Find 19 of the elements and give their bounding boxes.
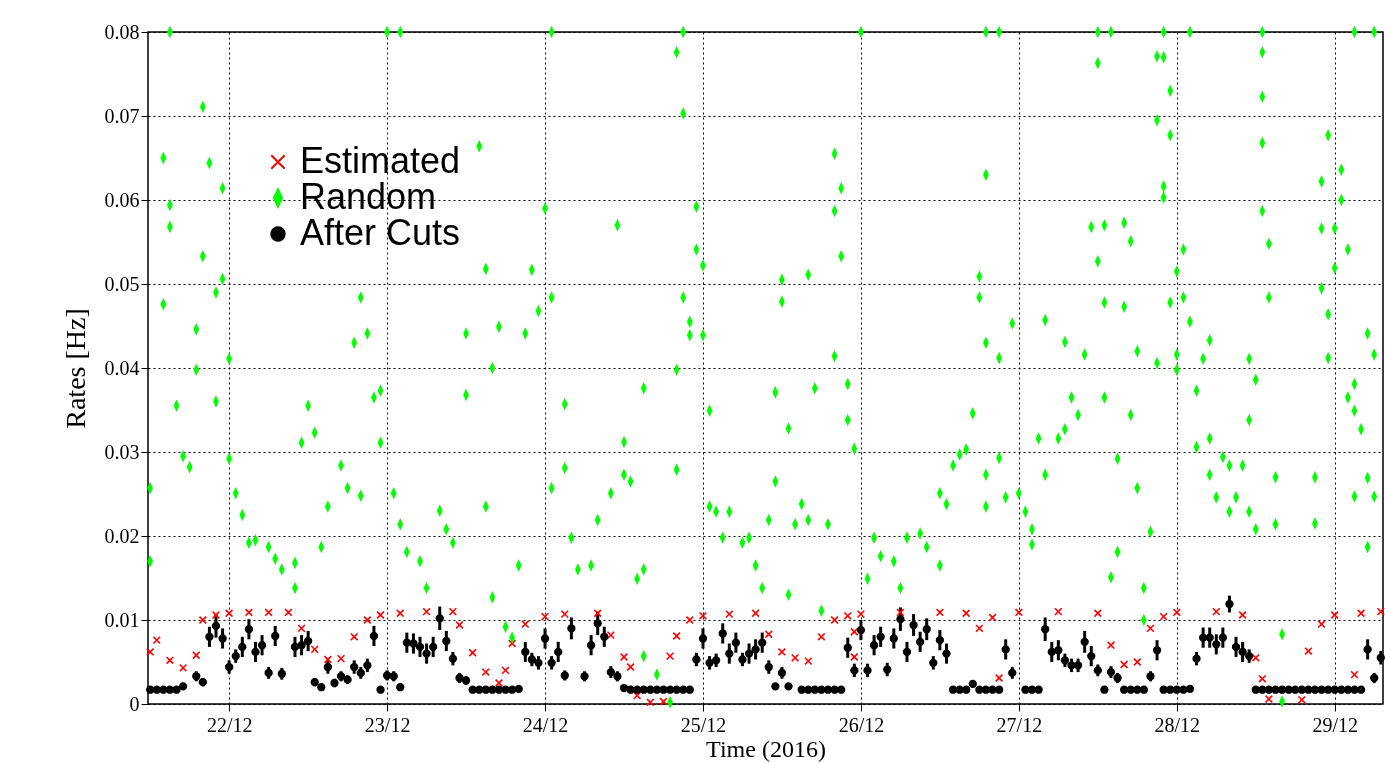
x-tick-label: 28/12 [1154, 713, 1201, 736]
y-tick-label: 0.02 [104, 524, 140, 547]
y-tick-label: 0.03 [104, 440, 140, 463]
x-tick-label: 27/12 [996, 713, 1043, 736]
x-tick-label: 23/12 [364, 713, 411, 736]
x-tick-label: 29/12 [1312, 713, 1359, 736]
x-tick-label: 26/12 [838, 713, 885, 736]
y-tick-label: 0.01 [104, 608, 140, 631]
y-tick-label: 0.04 [104, 356, 140, 379]
x-tick-label: 24/12 [522, 713, 569, 736]
x-tick-label: 25/12 [680, 713, 727, 736]
y-tick-label: 0.07 [104, 104, 140, 127]
y-axis-title: Rates [Hz] [59, 308, 91, 429]
y-tick-label: 0 [129, 692, 140, 715]
x-axis-title: Time (2016) [706, 735, 826, 762]
y-tick-label: 0.08 [104, 20, 140, 43]
x-tick-label: 22/12 [206, 713, 253, 736]
y-tick-label: 0.06 [104, 188, 140, 211]
y-tick-label: 0.05 [104, 272, 140, 295]
